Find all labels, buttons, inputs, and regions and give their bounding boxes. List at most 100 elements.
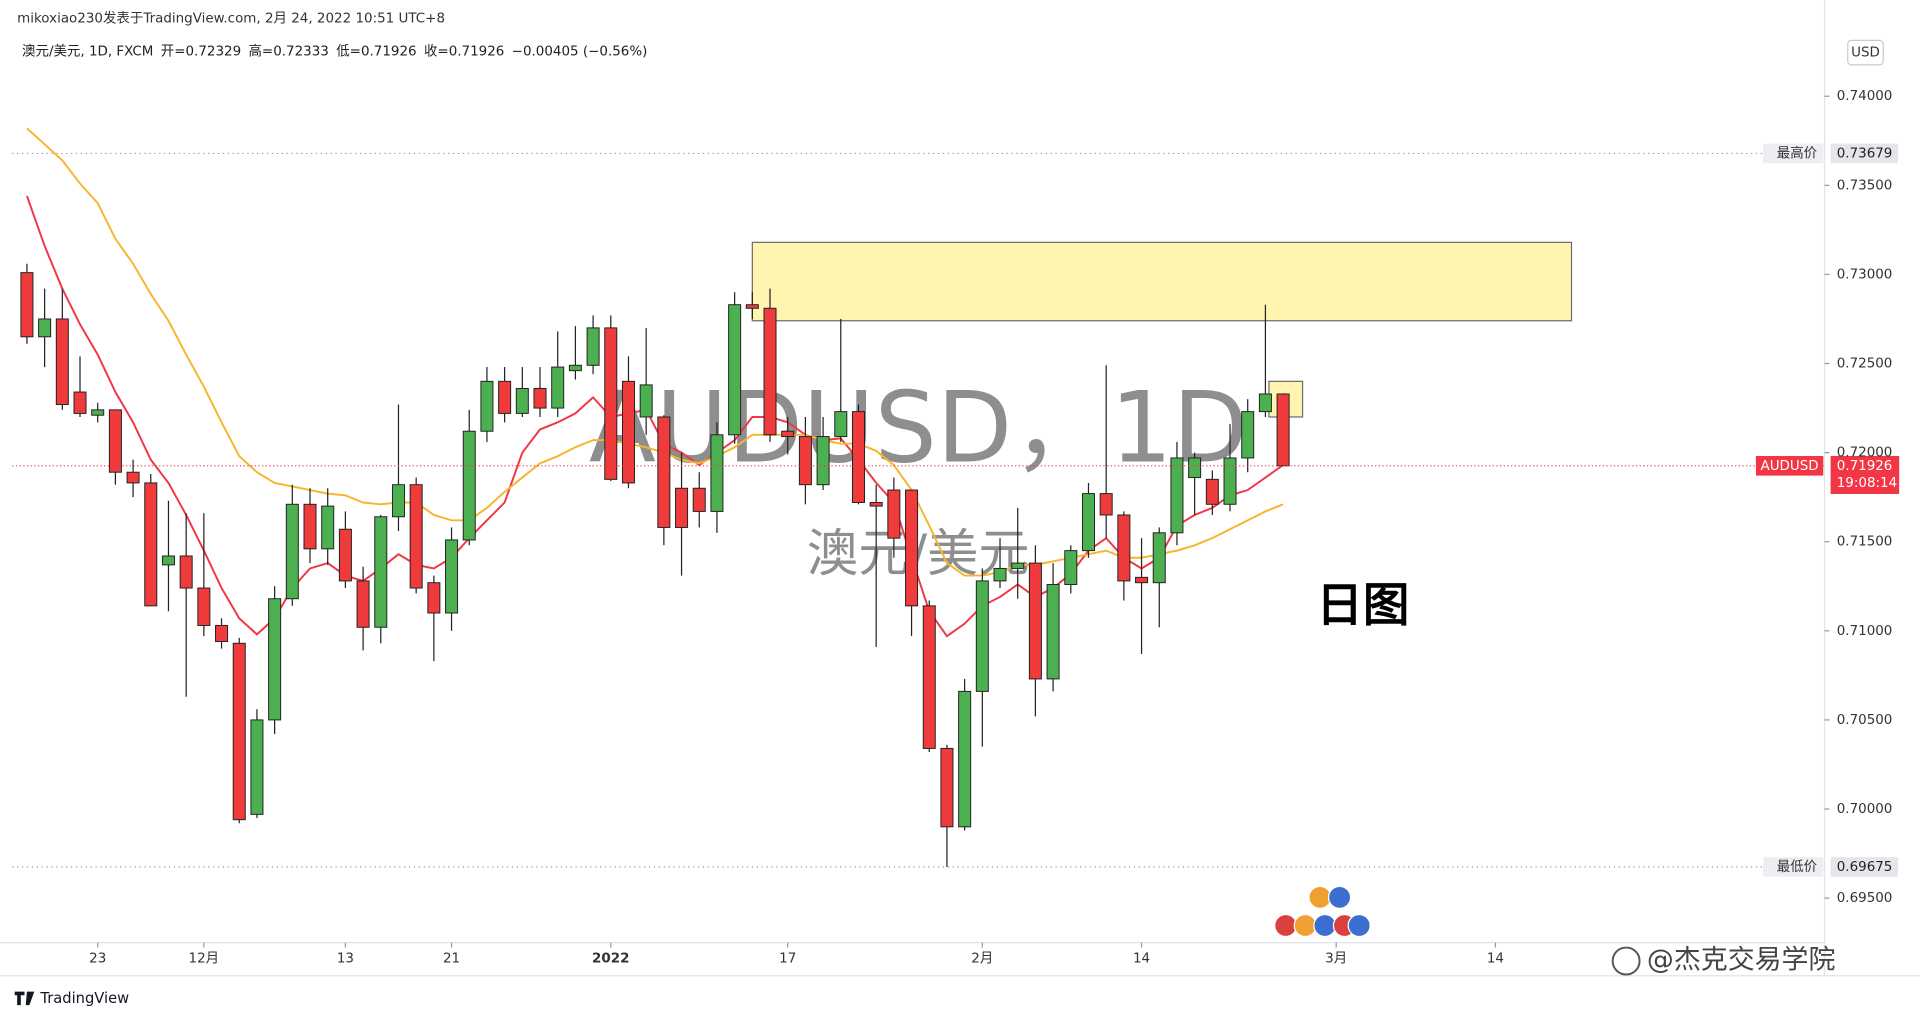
candle-body	[498, 380, 512, 414]
candle-body	[887, 489, 901, 539]
candle-body	[1276, 393, 1290, 467]
candle-body	[710, 434, 724, 512]
candle-body	[781, 430, 795, 438]
last-countdown: 19:08:14	[1837, 476, 1897, 491]
candle-body	[462, 430, 476, 541]
legend-field-value: 0.71926	[361, 44, 417, 59]
y-tick-label: 0.72500	[1837, 357, 1893, 372]
candle-body	[639, 384, 653, 418]
candle-body	[391, 484, 405, 518]
candle-body	[692, 487, 706, 512]
candle-body	[38, 318, 52, 338]
candle-body	[763, 307, 777, 436]
zone	[751, 241, 1573, 322]
legend-field-value: 0.72333	[273, 44, 329, 59]
candle-body	[1258, 393, 1272, 413]
x-tick-label: 17	[779, 952, 796, 967]
legend-field-label: 收=	[424, 43, 449, 59]
logo-icon	[14, 991, 35, 1006]
candle-body	[374, 516, 388, 628]
candle-body	[1205, 478, 1219, 505]
event-icon	[1274, 913, 1298, 938]
legend-field-label: 开=	[161, 44, 186, 59]
candle-body	[321, 505, 335, 550]
x-tick-label: 13	[337, 952, 354, 967]
x-tick-label: 23	[89, 952, 106, 967]
candle-body	[126, 471, 140, 484]
y-tick-label: 0.71500	[1837, 535, 1893, 550]
candle-body	[285, 503, 299, 600]
candle-body	[533, 387, 547, 409]
x-tick-label: 2022	[592, 952, 629, 967]
event-icon	[1293, 913, 1317, 938]
price-line-label: 最低价	[1777, 859, 1818, 875]
legend-field-label: 高=	[248, 42, 273, 59]
candle-body	[20, 272, 34, 338]
price-line-label-box	[1763, 143, 1824, 164]
axes-group: 0.69500 0.70000 0.70500 0.71000 0.71500 0.720…	[89, 89, 1892, 966]
candle-body	[303, 503, 317, 550]
candle-body	[338, 528, 352, 582]
publisher: mikoxiao230发表于TradingView.com, 2月 24, 20…	[17, 10, 445, 26]
y-tick-label: 0.73000	[1837, 267, 1893, 282]
candle-body	[958, 690, 972, 828]
candle-body	[940, 747, 954, 828]
event-icon	[1308, 885, 1332, 909]
candle-body	[356, 580, 370, 628]
candle-body	[728, 304, 742, 436]
candle-body	[161, 555, 175, 566]
price-line-value: 0.73679	[1837, 146, 1893, 161]
watermark-group: AUDUSD，1D 澳元/美元	[589, 371, 1248, 584]
event-icon	[1327, 885, 1352, 909]
candle-body	[515, 387, 529, 414]
last-symbol-box	[1755, 456, 1824, 476]
x-tick-label: 21	[443, 952, 460, 967]
candle-body	[798, 436, 812, 486]
candle-body	[1223, 457, 1237, 505]
legend-field-label: 低=	[336, 43, 361, 59]
candle-body	[905, 489, 919, 607]
candle-body	[551, 366, 565, 409]
legend-symbol: 澳元/美元, 1D, FXCM	[22, 43, 153, 59]
candle-body	[1064, 550, 1078, 585]
candle-body	[621, 380, 635, 484]
candle-body	[922, 605, 936, 749]
candle-body	[91, 409, 105, 416]
candle-body	[975, 580, 989, 692]
candle-body	[1170, 457, 1184, 534]
price-line-value: 0.69675	[1837, 860, 1893, 875]
credit-icon	[1611, 946, 1641, 976]
candle-body	[869, 502, 883, 507]
zones-group	[751, 241, 1573, 418]
y-tick-label: 0.73500	[1837, 178, 1893, 193]
x-tick-label: 2月	[971, 952, 993, 967]
candle-body	[445, 539, 459, 614]
legend-field-value: 0.71926	[449, 44, 505, 59]
x-tick-label: 3月	[1325, 952, 1347, 967]
candle-body	[1011, 562, 1025, 569]
candle-body	[197, 587, 211, 626]
candle-body	[834, 411, 848, 438]
currency-box	[1847, 39, 1884, 66]
candle-body	[568, 364, 582, 372]
candle-body	[144, 482, 158, 607]
legend: 澳元/美元, 1D, FXCM 开=0.72329 高=0.72333 低=0.719…	[22, 42, 647, 59]
y-tick-label: 0.72000	[1837, 446, 1893, 461]
y-tick-label: 0.69500	[1837, 891, 1893, 906]
candle-body	[1028, 562, 1042, 680]
y-tick-label: 0.74000	[1837, 89, 1893, 104]
candle-body	[55, 318, 69, 405]
watermark-symbol: AUDUSD，1D	[589, 371, 1248, 485]
price-line-label: 最高价	[1777, 144, 1818, 161]
candles-group	[20, 263, 1290, 867]
event-icon	[1347, 913, 1371, 938]
candle-body	[745, 304, 759, 309]
last-symbol: AUDUSD	[1761, 459, 1819, 474]
currency: USD	[1851, 46, 1880, 61]
candle-body	[409, 484, 423, 589]
event-icons	[1274, 885, 1371, 938]
y-tick-label: 0.70000	[1837, 802, 1893, 817]
candle-body	[1081, 493, 1095, 552]
